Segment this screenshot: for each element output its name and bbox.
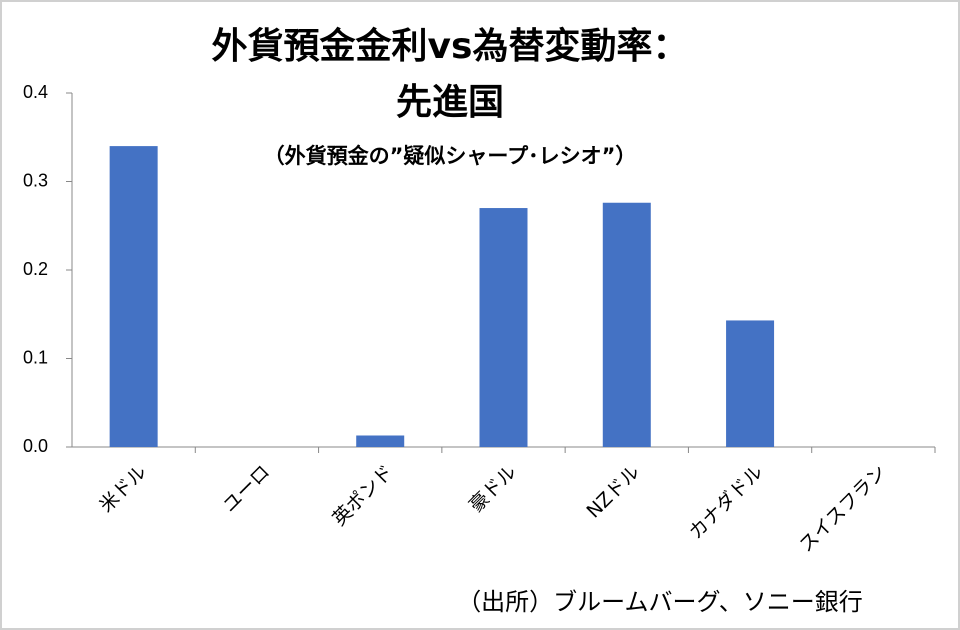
y-tick-label: 0.0 (23, 436, 48, 456)
chart-subtitle: （外貨預金の”疑似シャープ･レシオ”） (264, 144, 637, 168)
y-tick-label: 0.4 (23, 82, 48, 102)
bar (602, 202, 651, 447)
bar (726, 320, 775, 447)
source-note: （出所）ブルームバーグ、ソニー銀行 (457, 588, 863, 616)
y-tick-label: 0.2 (23, 259, 48, 279)
chart-title: 外貨預金金利vs為替変動率： (212, 25, 689, 67)
bar (109, 146, 158, 447)
bar (356, 435, 405, 447)
chart-title: 先進国 (396, 82, 504, 123)
y-tick-label: 0.1 (23, 347, 48, 367)
y-tick-label: 0.3 (23, 170, 48, 190)
bar (479, 208, 528, 447)
